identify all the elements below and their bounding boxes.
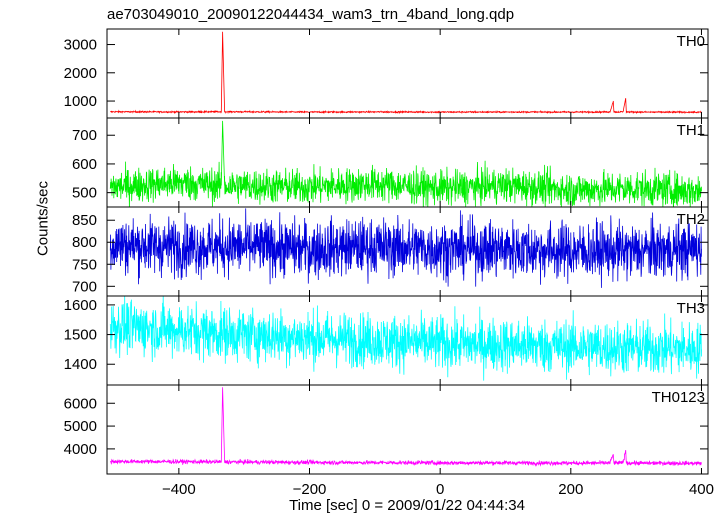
y-tick-label: 700: [72, 278, 97, 295]
series-line-th3: [109, 296, 702, 381]
series-line-th0: [110, 31, 702, 115]
panel-label: TH3: [677, 300, 705, 317]
panel-label: TH0123: [652, 389, 705, 406]
y-tick-label: 2000: [64, 65, 97, 82]
y-tick-label: 6000: [64, 395, 97, 412]
x-tick-label: −400: [162, 481, 196, 498]
panel-th2: 700 750 800 850 TH2: [72, 206, 709, 297]
series-line-th0123: [109, 387, 702, 467]
y-tick-label: 1400: [64, 356, 97, 373]
y-tick-label: 600: [72, 156, 97, 173]
y-tick-label: 700: [72, 127, 97, 144]
panel-label: TH1: [677, 122, 705, 139]
x-axis-label: Time [sec] 0 = 2009/01/22 04:44:34: [289, 497, 525, 514]
y-tick-label: 1600: [64, 297, 97, 314]
y-tick-label: 1500: [64, 327, 97, 344]
x-tick-label: −200: [293, 481, 327, 498]
y-tick-label: 3000: [64, 37, 97, 54]
y-tick-label: 1000: [64, 93, 97, 110]
panel-th3: 1400 1500 1600 TH3: [64, 295, 709, 386]
panel-label: TH0: [677, 33, 705, 50]
y-tick-label: 5000: [64, 418, 97, 435]
series-line-th2: [109, 208, 702, 288]
chart-title: ae703049010_20090122044434_wam3_trn_4ban…: [107, 6, 515, 23]
panel-frame: [106, 28, 709, 119]
x-tick-label: 0: [436, 481, 444, 498]
y-tick-label: 850: [72, 212, 97, 229]
series-line-th1: [109, 120, 702, 207]
y-tick-label: 750: [72, 256, 97, 273]
x-tick-label: 400: [689, 481, 714, 498]
panel-th1: 500 600 700 TH1: [72, 117, 709, 208]
panel-frame: [106, 384, 709, 475]
panel-label: TH2: [677, 211, 705, 228]
y-tick-label: 4000: [64, 441, 97, 458]
y-tick-label: 500: [72, 185, 97, 202]
panel-th0: 1000 2000 3000 TH0: [64, 28, 709, 119]
x-tick-label: 200: [558, 481, 583, 498]
panel-th0123: 4000 5000 6000 TH0123: [64, 384, 709, 475]
y-tick-label: 800: [72, 234, 97, 251]
